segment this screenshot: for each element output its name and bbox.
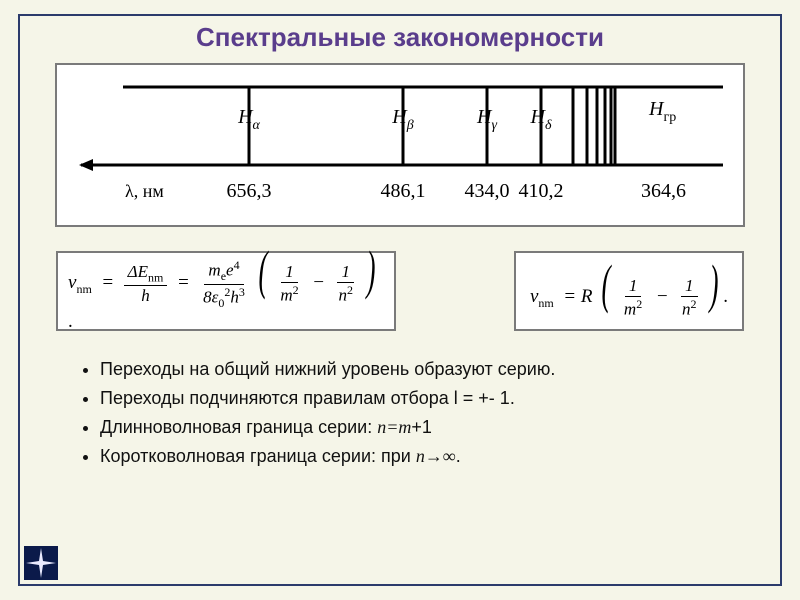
spectrum-diagram: λ, нмHα656,3Hβ486,1Hγ434,0Hδ410,2Hгр364,… xyxy=(55,63,745,227)
formula-rydberg: νnm = R ( 1 m2 − 1 n2 ). xyxy=(514,251,744,331)
bullet-list: Переходы на общий нижний уровень образую… xyxy=(100,359,720,467)
svg-text:Hгр: Hгр xyxy=(648,98,676,125)
svg-text:410,2: 410,2 xyxy=(519,180,564,202)
svg-text:486,1: 486,1 xyxy=(381,180,426,202)
svg-text:656,3: 656,3 xyxy=(227,180,272,202)
page-title: Спектральные закономерности xyxy=(20,22,780,53)
svg-text:434,0: 434,0 xyxy=(465,180,510,202)
svg-text:364,6: 364,6 xyxy=(641,180,686,202)
formula-full: νnm = ΔEnm h = mee4 8ε02h3 ( 1 m2 − xyxy=(56,251,396,331)
star-icon xyxy=(24,546,58,580)
list-item: Длинноволновая граница серии: n=m+1 xyxy=(100,417,720,438)
svg-text:λ, нм: λ, нм xyxy=(125,181,164,201)
list-item: Переходы подчиняются правилам отбора l =… xyxy=(100,388,720,409)
list-item: Коротковолновая граница серии: при n→∞. xyxy=(100,446,720,467)
list-item: Переходы на общий нижний уровень образую… xyxy=(100,359,720,380)
